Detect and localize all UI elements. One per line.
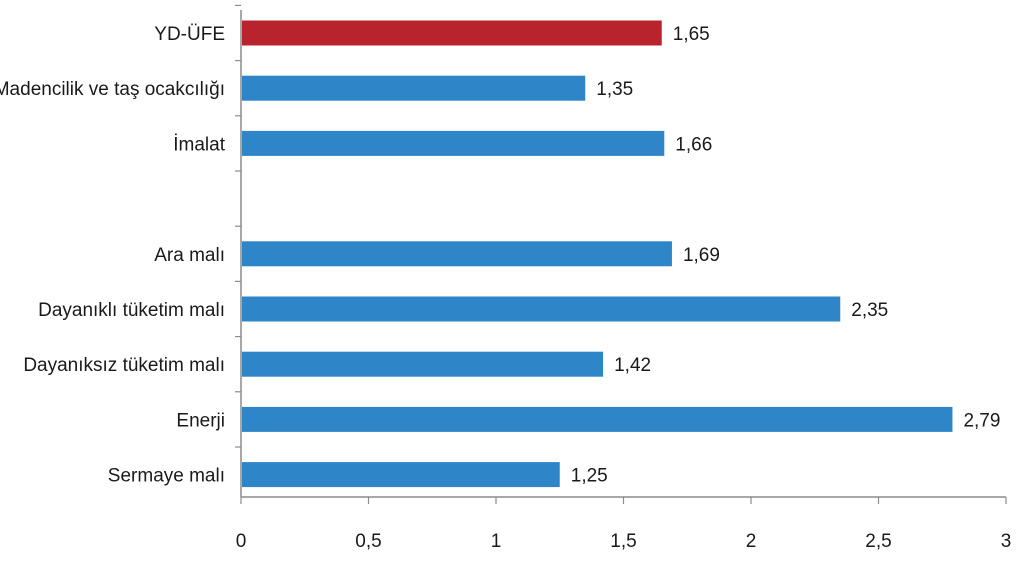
x-tick-label: 2 bbox=[746, 531, 757, 552]
bar-value-label: 1,69 bbox=[683, 245, 720, 266]
bar-value-label: 1,65 bbox=[673, 24, 710, 45]
bar-value-label: 1,25 bbox=[571, 466, 608, 487]
bar-value-label: 1,35 bbox=[596, 79, 633, 100]
x-tick-label: 0 bbox=[236, 531, 247, 552]
bar-value-label: 1,42 bbox=[614, 355, 651, 376]
x-tick-label: 1 bbox=[491, 531, 502, 552]
category-label: İmalat bbox=[173, 134, 225, 155]
category-label: Dayanıklı tüketim malı bbox=[38, 300, 225, 321]
x-tick-label: 1,5 bbox=[610, 531, 636, 552]
category-label: Enerji bbox=[176, 410, 225, 431]
x-tick-label: 2,5 bbox=[865, 531, 891, 552]
bar bbox=[242, 130, 665, 156]
category-label: Dayanıksız tüketim malı bbox=[23, 355, 225, 376]
category-label: Ara malı bbox=[154, 245, 225, 266]
bar-value-label: 2,79 bbox=[963, 410, 1000, 431]
bar bbox=[242, 296, 841, 322]
bar bbox=[242, 462, 560, 488]
bar-value-label: 2,35 bbox=[851, 300, 888, 321]
bar bbox=[242, 351, 604, 377]
category-label: YD-ÜFE bbox=[154, 24, 225, 45]
bar bbox=[242, 406, 953, 432]
category-label: Sermaye malı bbox=[108, 466, 225, 487]
bar bbox=[242, 20, 662, 46]
x-tick-label: 3 bbox=[1001, 531, 1012, 552]
x-tick-label: 0,5 bbox=[355, 531, 381, 552]
bar-value-label: 1,66 bbox=[675, 134, 712, 155]
category-label: Madencilik ve taş ocakcılığı bbox=[0, 79, 225, 100]
bar bbox=[242, 241, 672, 267]
bar bbox=[242, 75, 586, 101]
